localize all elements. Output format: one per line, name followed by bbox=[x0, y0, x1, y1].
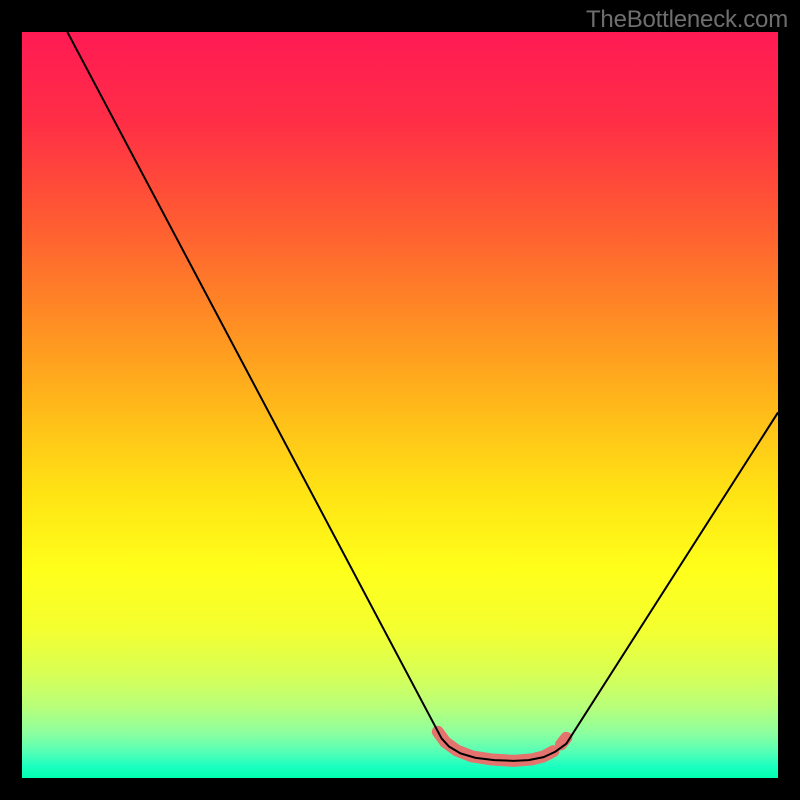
bottleneck-chart bbox=[22, 32, 778, 778]
watermark-text: TheBottleneck.com bbox=[586, 6, 788, 34]
heatmap-background bbox=[22, 32, 778, 778]
